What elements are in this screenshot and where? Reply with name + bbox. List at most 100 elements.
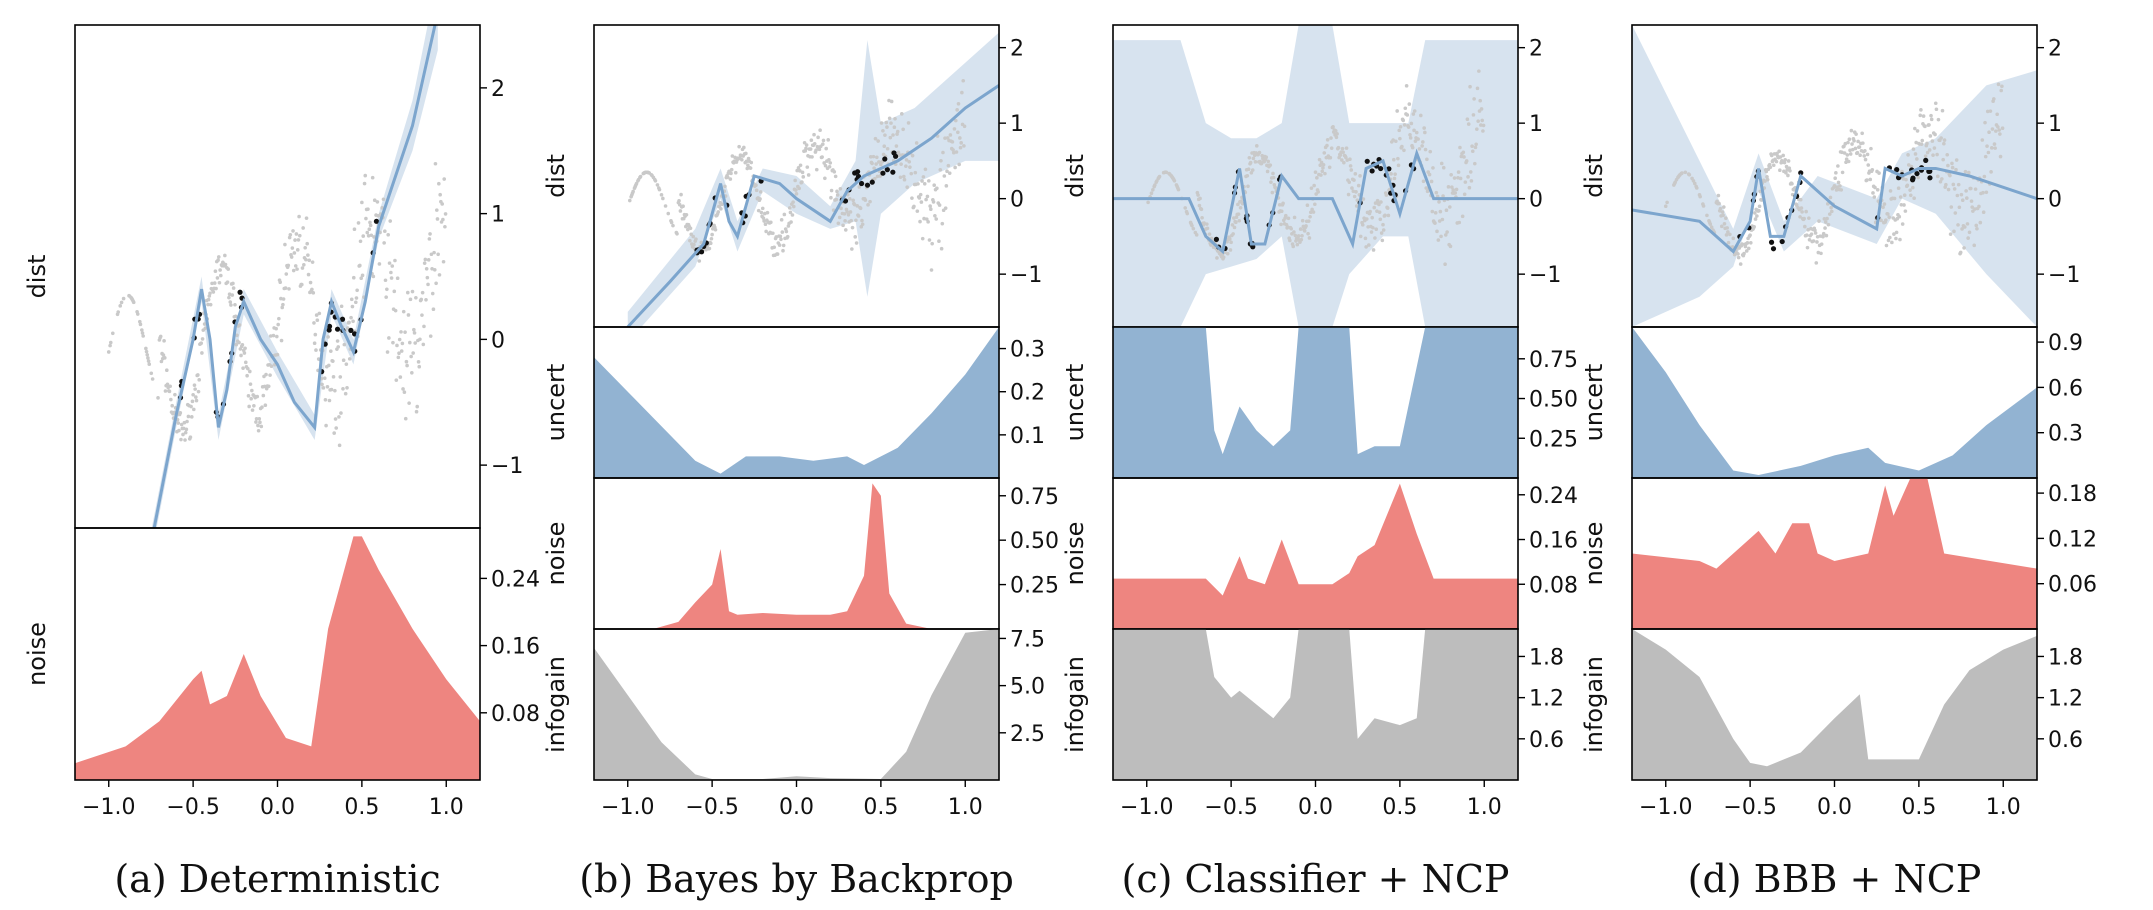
test-point bbox=[725, 175, 730, 179]
test-point bbox=[1434, 190, 1439, 195]
test-point bbox=[758, 197, 762, 201]
test-point bbox=[1815, 240, 1819, 244]
test-point bbox=[788, 210, 793, 215]
test-point bbox=[341, 386, 345, 391]
test-point bbox=[135, 312, 140, 316]
test-point bbox=[1440, 217, 1445, 222]
uncertainty-band bbox=[1113, 25, 1518, 327]
test-point bbox=[396, 355, 401, 360]
test-point bbox=[376, 213, 380, 218]
test-point bbox=[1952, 229, 1956, 234]
test-point bbox=[1373, 201, 1378, 205]
test-point bbox=[1386, 213, 1391, 218]
test-point bbox=[855, 204, 860, 208]
test-point bbox=[875, 155, 879, 160]
test-point bbox=[1894, 236, 1898, 241]
test-point bbox=[399, 330, 403, 334]
test-point bbox=[1302, 229, 1307, 233]
test-point bbox=[1398, 125, 1403, 129]
test-point bbox=[1877, 171, 1881, 175]
test-point bbox=[426, 282, 430, 287]
y-tick-label: 0.6 bbox=[2048, 376, 2083, 401]
test-point bbox=[1701, 204, 1706, 208]
test-point bbox=[908, 165, 912, 169]
test-point bbox=[1331, 125, 1335, 129]
train-point bbox=[869, 179, 875, 185]
test-point bbox=[1969, 186, 1973, 191]
y-tick-label: 0.18 bbox=[2048, 482, 2097, 507]
test-point bbox=[329, 349, 333, 353]
test-point bbox=[1902, 203, 1906, 207]
test-point bbox=[1377, 210, 1382, 214]
test-point bbox=[405, 290, 410, 295]
test-point bbox=[1823, 220, 1828, 224]
y-tick-label: 0.24 bbox=[491, 567, 540, 592]
test-point bbox=[234, 342, 239, 347]
x-tick-label: 1.0 bbox=[429, 795, 464, 820]
test-point bbox=[1341, 150, 1345, 155]
test-point bbox=[1358, 174, 1362, 178]
test-point bbox=[1394, 139, 1398, 144]
test-point bbox=[1318, 163, 1323, 168]
test-point bbox=[1957, 205, 1962, 210]
test-point bbox=[765, 210, 770, 215]
test-point bbox=[1948, 232, 1953, 236]
test-point bbox=[1279, 209, 1284, 214]
test-point bbox=[1717, 201, 1721, 206]
train-point bbox=[348, 327, 354, 333]
test-point bbox=[196, 373, 200, 377]
test-point bbox=[838, 186, 843, 191]
test-point bbox=[176, 421, 181, 425]
test-point bbox=[655, 183, 660, 187]
test-point bbox=[1298, 227, 1303, 231]
test-point bbox=[443, 212, 448, 216]
test-point bbox=[1996, 82, 2001, 87]
test-point bbox=[424, 297, 428, 302]
test-point bbox=[111, 331, 115, 336]
y-tick-label: 0.24 bbox=[1529, 484, 1578, 509]
test-point bbox=[1836, 164, 1840, 168]
test-point bbox=[1698, 194, 1702, 199]
test-point bbox=[1881, 205, 1885, 210]
test-point bbox=[1959, 192, 1964, 197]
test-point bbox=[1857, 145, 1862, 149]
test-point bbox=[1902, 193, 1907, 197]
panel-plot-area bbox=[75, 536, 480, 780]
test-point bbox=[1757, 208, 1761, 213]
test-point bbox=[858, 206, 863, 211]
test-point bbox=[1347, 180, 1352, 184]
test-point bbox=[1861, 141, 1865, 145]
test-point bbox=[1854, 132, 1858, 136]
test-point bbox=[930, 241, 934, 246]
test-point bbox=[1353, 172, 1358, 176]
test-point bbox=[345, 385, 349, 390]
test-point bbox=[1929, 113, 1933, 118]
test-point bbox=[800, 170, 805, 175]
test-point bbox=[1827, 212, 1832, 216]
test-point bbox=[1328, 155, 1333, 160]
y-tick-label: 0 bbox=[1010, 188, 1024, 213]
test-point bbox=[1199, 207, 1204, 212]
test-point bbox=[343, 391, 348, 396]
test-point bbox=[1431, 166, 1435, 170]
test-point bbox=[742, 145, 746, 150]
test-point bbox=[1340, 158, 1344, 162]
test-point bbox=[315, 318, 320, 323]
test-point bbox=[327, 363, 331, 368]
panel-uncert: 0.3 0.6 0.9 uncert bbox=[1580, 326, 2083, 479]
test-point bbox=[1205, 226, 1210, 231]
train-point bbox=[373, 218, 380, 224]
test-point bbox=[1157, 174, 1162, 179]
test-point bbox=[335, 339, 340, 343]
test-point bbox=[1470, 149, 1475, 154]
test-point bbox=[951, 150, 956, 155]
test-point bbox=[144, 346, 148, 351]
test-point bbox=[793, 178, 797, 183]
x-tick-label: −0.5 bbox=[166, 795, 219, 820]
test-point bbox=[917, 196, 922, 200]
test-point bbox=[1437, 200, 1441, 204]
test-point bbox=[1826, 222, 1831, 227]
test-point bbox=[1172, 178, 1177, 183]
test-point bbox=[116, 310, 120, 314]
test-point bbox=[922, 216, 926, 221]
